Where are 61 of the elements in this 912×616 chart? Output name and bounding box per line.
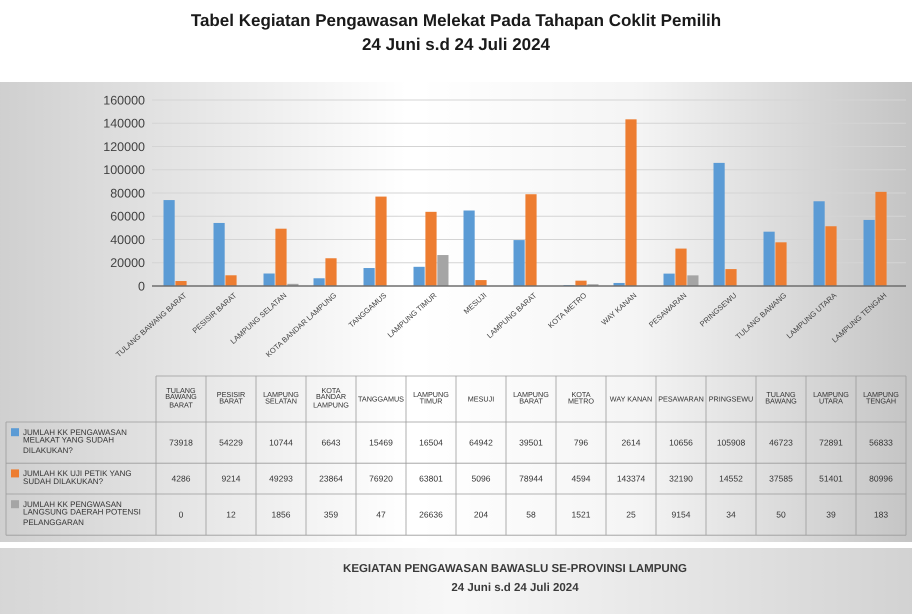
data-label: 0 (178, 510, 184, 520)
data-label: 46723 (769, 438, 794, 448)
data-label: 56833 (869, 438, 894, 448)
data-label: 10744 (269, 438, 294, 448)
data-label: 49293 (269, 474, 294, 484)
data-label: 10656 (669, 438, 694, 448)
data-label: 1521 (572, 510, 591, 520)
data-label: 72891 (819, 438, 844, 448)
data-label: 58 (526, 510, 536, 520)
data-label: 39 (826, 510, 836, 520)
text: KEGIATAN PENGAWASAN BAWASLU SE-PROVINSI LAMPUNG (343, 563, 688, 575)
text: 24 Juni s.d 24 Juli 2024 (451, 582, 580, 594)
chart-subtitle: 24 Juni s.d 24 Juli 2024 (362, 35, 551, 54)
data-label: 2614 (622, 438, 641, 448)
data-label: 50 (776, 510, 786, 520)
data-label: 143374 (616, 474, 646, 484)
data-label: 9154 (672, 510, 691, 520)
y-tick-label: 40000 (110, 232, 146, 247)
y-tick-label: 80000 (110, 186, 146, 200)
chart-title: Tabel Kegiatan Pengawasan Melekat Pada Tahapan Coklit Pemilih (190, 11, 722, 30)
data-label: 15469 (369, 438, 394, 448)
y-tick-label: 140000 (103, 116, 146, 131)
y-tick-label: 120000 (103, 140, 146, 154)
y-tick-label: 60000 (110, 210, 146, 224)
data-label: 54229 (219, 438, 244, 448)
data-label: 4286 (172, 474, 191, 484)
legend-label: JUMLAH KK UJI PETIK YANG SUDAH DILAKUKAN? (23, 469, 132, 486)
data-label: 73918 (169, 438, 194, 448)
data-label: 105908 (716, 438, 746, 448)
data-label: 26636 (419, 510, 444, 520)
data-label: 47 (376, 510, 386, 520)
y-tick-label: 160000 (103, 93, 146, 108)
data-label: 16504 (419, 438, 444, 448)
legend-label: JUMLAH KK PENGAWASAN MELAKAT YANG SUDAH DILAKUKAN? (23, 428, 128, 455)
data-label: 359 (324, 510, 338, 520)
data-label: 183 (874, 510, 888, 520)
data-label: 63801 (419, 474, 444, 484)
y-tick-label: 0 (138, 279, 146, 294)
data-label: 80996 (869, 474, 894, 484)
data-label: 34 (726, 510, 736, 520)
data-label: 14552 (719, 474, 744, 484)
data-label: 32190 (669, 474, 694, 484)
data-label: 1856 (272, 510, 291, 520)
data-label: 5096 (472, 474, 491, 484)
data-label: 204 (474, 510, 488, 520)
data-label: 51401 (819, 474, 844, 484)
data-label: 64942 (469, 438, 494, 448)
data-label: 78944 (519, 474, 544, 484)
data-label: 6643 (322, 438, 341, 448)
data-label: 37585 (769, 474, 794, 484)
legend-label: JUMLAH KK PENGWASAN LANGSUNG DAERAH POTENSI PELANGGARAN (23, 500, 141, 527)
y-tick-label: 100000 (103, 163, 146, 178)
data-label: 4594 (572, 474, 591, 484)
data-label: 9214 (222, 474, 241, 484)
data-label: 12 (226, 510, 236, 520)
data-label: 76920 (369, 474, 394, 484)
y-tick-label: 20000 (110, 256, 146, 270)
data-label: 39501 (519, 438, 544, 448)
data-label: 25 (626, 510, 636, 520)
data-label: 796 (574, 438, 588, 448)
data-label: 23864 (319, 474, 344, 484)
